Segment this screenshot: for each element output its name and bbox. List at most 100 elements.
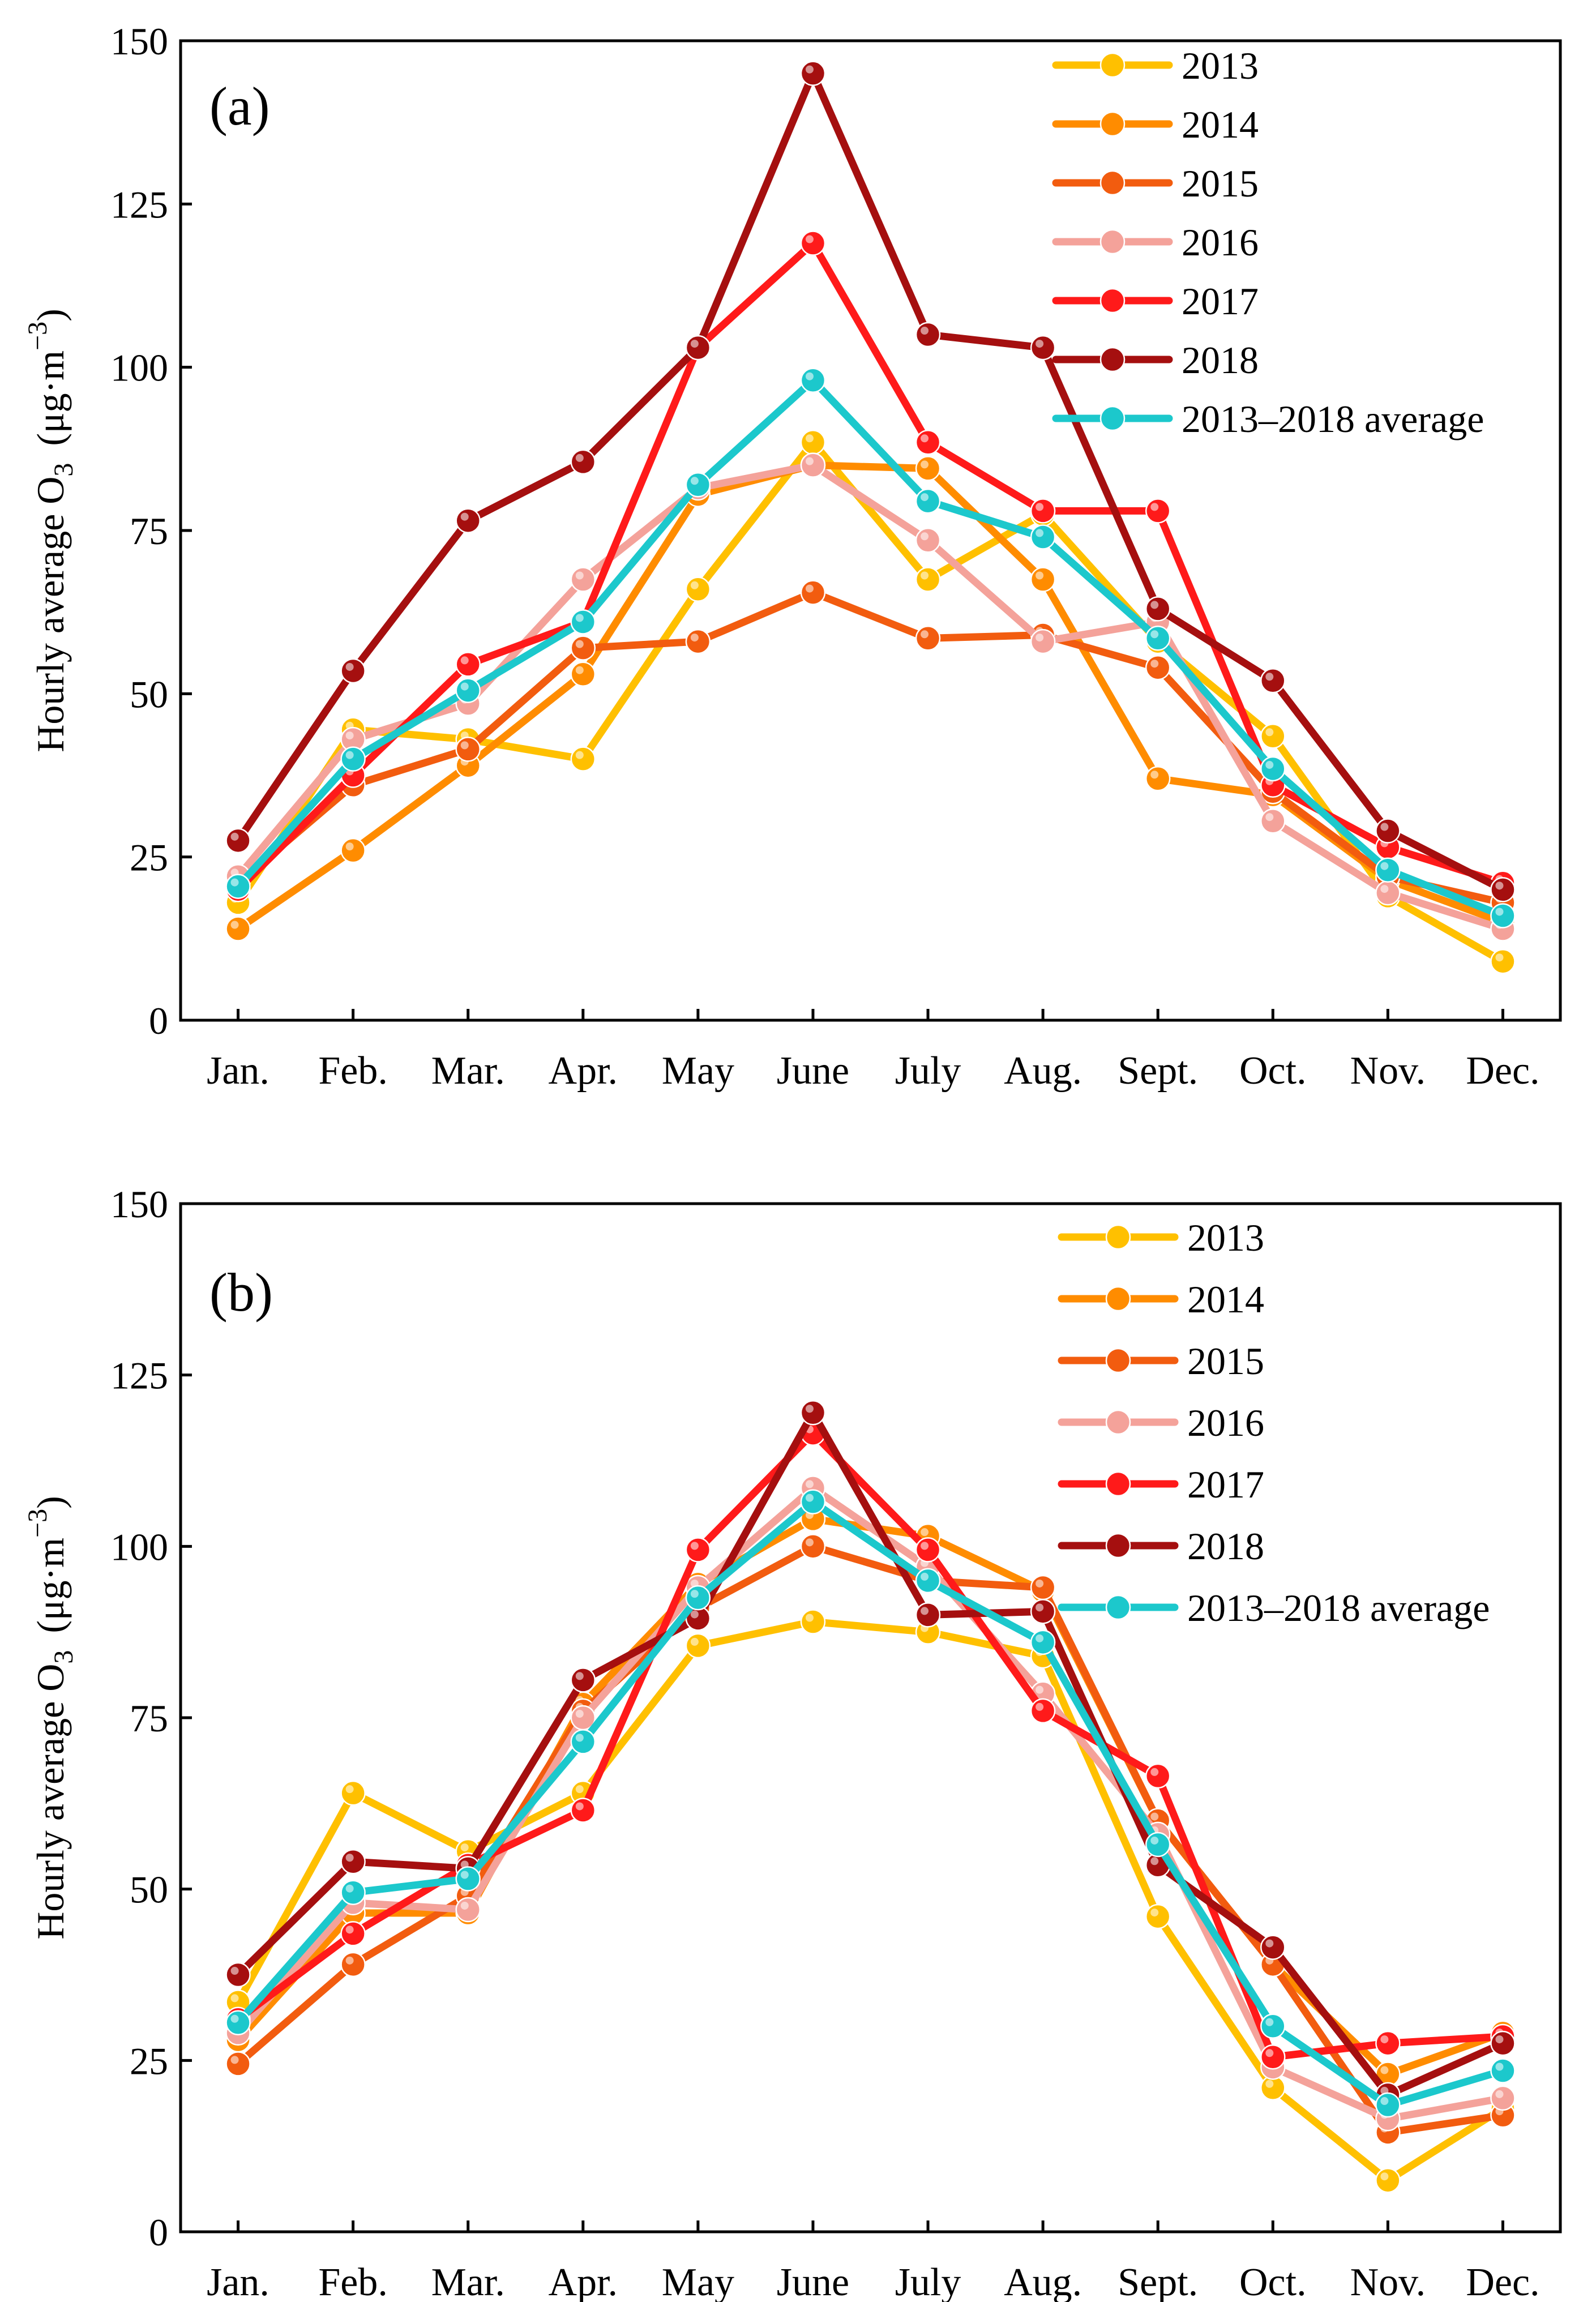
- data-point-2018: [455, 508, 481, 533]
- data-point-highlight: [1150, 1909, 1159, 1917]
- data-point-2013-2018-average: [455, 1866, 481, 1892]
- data-point-highlight: [1265, 813, 1274, 821]
- data-point-highlight: [1150, 660, 1159, 668]
- data-point-2017: [915, 1537, 941, 1563]
- data-point-highlight: [1150, 1768, 1159, 1776]
- data-point-highlight: [805, 457, 814, 465]
- data-point-2016: [455, 1897, 481, 1923]
- data-point-2017: [1260, 2044, 1286, 2070]
- y-tick-label-a: 50: [130, 673, 168, 716]
- legend-entry-2018: 2018: [1187, 1525, 1264, 1568]
- data-point-highlight: [921, 1607, 929, 1615]
- y-tick-label-a: 25: [130, 836, 168, 879]
- x-tick-label-a: Feb.: [318, 1049, 388, 1093]
- data-point-highlight: [690, 1590, 699, 1598]
- legend-entry-2016: 2016: [1187, 1401, 1264, 1444]
- series-line-2018: [234, 1409, 1507, 2099]
- data-point-highlight: [805, 1494, 814, 1502]
- legend-entry-2013-2018-average: 2013–2018 average: [1182, 397, 1484, 440]
- data-point-2018: [1030, 335, 1056, 361]
- data-point-2018: [915, 322, 941, 348]
- data-point-2018: [1490, 2030, 1516, 2056]
- x-tick-label-b: Feb.: [318, 2261, 388, 2302]
- data-point-highlight: [805, 434, 814, 443]
- data-point-highlight: [1150, 503, 1159, 511]
- series-line-2016: [234, 1484, 1507, 2123]
- data-point-highlight: [345, 1956, 354, 1965]
- data-point-2015: [1145, 654, 1171, 681]
- series-line-2013: [234, 438, 1507, 965]
- x-tick-label-a: Mar.: [431, 1049, 505, 1093]
- data-point-highlight: [1495, 2063, 1504, 2071]
- data-point-highlight: [1150, 1836, 1159, 1845]
- data-point-highlight: [1380, 2172, 1389, 2181]
- y-tick-label-b: 150: [110, 1183, 168, 1226]
- x-tick-label-b: Dec.: [1466, 2261, 1539, 2302]
- data-point-2013: [1375, 2167, 1401, 2193]
- legend-b: 2013 2014 2015 2016 2017 2018 2013–2018 averag…: [1058, 1216, 1490, 1629]
- data-point-highlight: [345, 842, 354, 851]
- data-point-2015: [1030, 1574, 1056, 1601]
- data-point-2016: [1375, 880, 1401, 906]
- data-point-2014: [225, 916, 251, 942]
- data-point-highlight: [1036, 634, 1044, 642]
- data-point-highlight: [345, 1926, 354, 1934]
- data-point-highlight: [805, 584, 814, 593]
- data-point-highlight: [1036, 340, 1044, 348]
- data-point-2018: [1490, 877, 1516, 902]
- data-point-highlight: [690, 1542, 699, 1550]
- legend-entry-2017: 2017: [1182, 280, 1259, 323]
- data-point-2013-2018-average: [340, 746, 366, 772]
- legend-swatch-marker: [1099, 229, 1126, 255]
- data-point-highlight: [1495, 908, 1504, 916]
- data-point-highlight: [1495, 2035, 1504, 2044]
- data-point-2014: [340, 837, 366, 863]
- data-point-2018: [915, 1602, 941, 1628]
- series-line-2017: [234, 1430, 1507, 2061]
- data-point-2013-2018-average: [1490, 903, 1516, 928]
- data-point-highlight: [1265, 2079, 1274, 2088]
- data-point-highlight: [805, 1614, 814, 1622]
- data-point-highlight: [690, 581, 699, 589]
- data-point-highlight: [1495, 953, 1504, 962]
- data-point-2015: [340, 1952, 366, 1978]
- x-tick-label-a: Nov.: [1350, 1049, 1426, 1093]
- legend-swatch-marker: [1105, 1594, 1131, 1620]
- data-point-highlight: [690, 1610, 699, 1619]
- data-point-2013-2018-average: [225, 874, 251, 899]
- legend-entry-2013: 2013: [1187, 1216, 1264, 1259]
- data-point-2013: [570, 746, 596, 772]
- x-tick-label-b: Mar.: [431, 2261, 505, 2302]
- legend-swatch-marker: [1099, 288, 1126, 314]
- data-point-highlight: [1150, 771, 1159, 779]
- data-point-highlight: [1036, 1634, 1044, 1642]
- y-tick-label-b: 75: [130, 1697, 168, 1740]
- data-point-highlight: [345, 751, 354, 759]
- data-point-highlight: [1265, 1939, 1274, 1948]
- data-point-highlight: [345, 1785, 354, 1794]
- data-point-2018: [570, 449, 596, 475]
- data-point-2016: [1260, 808, 1286, 834]
- data-point-2017: [1030, 1698, 1056, 1724]
- data-point-2016: [1030, 628, 1056, 654]
- x-tick-label-a: June: [777, 1049, 849, 1093]
- data-point-2013-2018-average: [1260, 2013, 1286, 2039]
- data-point-highlight: [921, 1542, 929, 1550]
- x-tick-label-b: Jan.: [207, 2261, 269, 2302]
- y-tick-label-b: 0: [149, 2211, 168, 2254]
- y-axis-title-b: Hourly average O3(μg·m−3): [23, 1496, 79, 1940]
- data-point-highlight: [1380, 862, 1389, 870]
- x-tick-label-a: July: [895, 1049, 961, 1093]
- data-point-highlight: [1380, 2035, 1389, 2044]
- data-point-highlight: [575, 751, 584, 759]
- data-point-2013-2018-average: [685, 472, 711, 498]
- data-point-2017: [800, 230, 826, 256]
- data-point-highlight: [1036, 1702, 1044, 1711]
- data-point-2013-2018-average: [1145, 626, 1171, 651]
- y-axis-title-a: Hourly average O3(μg·m−3): [23, 309, 79, 752]
- data-point-highlight: [1380, 885, 1389, 893]
- legend-swatch-marker: [1099, 170, 1126, 196]
- data-point-2017: [1030, 498, 1056, 524]
- legend-entry-2015: 2015: [1187, 1340, 1264, 1383]
